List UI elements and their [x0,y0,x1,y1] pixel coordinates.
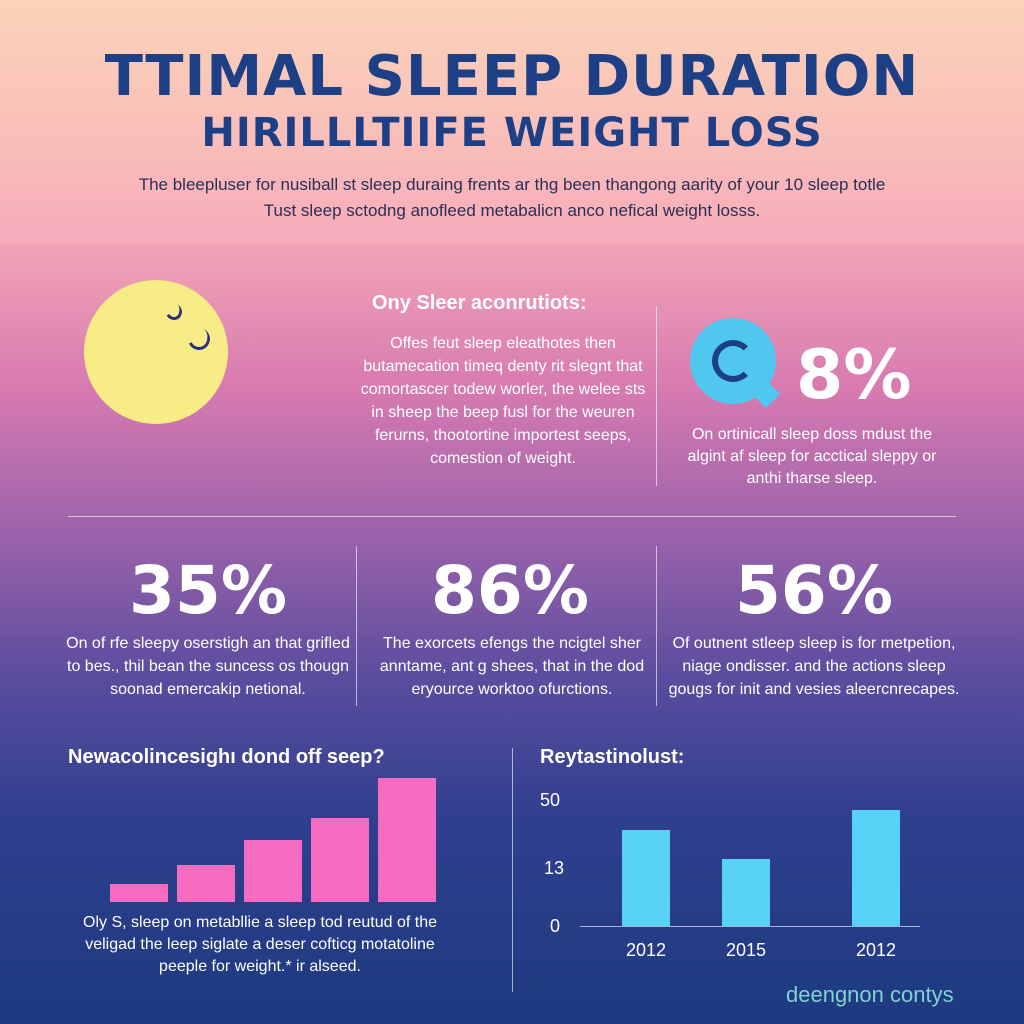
divider [656,306,657,486]
page-subtitle-title: HIRILLLTIIFE WEIGHT LOSS [201,110,823,156]
stat-text-3: Of outnent stleep sleep is for metpetion… [668,635,960,698]
left-chart-bar [378,777,436,902]
x-tick-label: 2012 [855,940,897,960]
header-description: The bleepluser for nusiball st sleep dur… [60,172,964,224]
subtitle-line-1: The bleepluser for nusiball st sleep dur… [138,175,886,194]
right-chart-title: Reytastinolust: [540,746,685,768]
x-tick-label: 2015 [725,940,767,960]
left-chart-bar [177,865,235,902]
y-tick-label: 50 [540,790,561,810]
intro-heading: Ony Sleer aconrutiots: [372,292,587,314]
right-chart-axis [512,748,513,992]
clock-bubble-tail [751,379,781,409]
x-axis-line [580,926,920,927]
divider [656,546,657,706]
y-tick-label: 0 [550,916,561,936]
moon-eye-icon [184,324,214,354]
brand-logo-text: deengnon contys [786,982,954,1007]
header-band [0,0,1024,245]
divider [356,546,357,706]
page-title: TTIMAL SLEEP DURATION [104,44,920,109]
subtitle-line-2: Tust sleep sctodng anofleed metabalicn a… [263,201,761,220]
clock-icon [690,318,781,409]
highlight-stat-value: 8% [796,336,912,415]
x-tick-label: 2012 [625,940,667,960]
y-tick-label: 13 [544,858,565,878]
left-chart-bar [244,839,302,902]
clock-ring [712,340,754,382]
right-chart-bar [722,859,770,926]
moon-eye-icon [163,301,185,323]
moon-icon [84,280,228,424]
left-chart-title: Newacolincesighı dond off seep? [68,746,385,768]
stat-value-1: 35% [129,552,287,629]
left-chart-bar [110,883,168,902]
intro-body: Offes feut sleep eleathotes then butamec… [360,335,646,467]
stat-value-3: 56% [735,552,893,629]
stat-text-1: On of rfe sleepy oserstigh an that grifl… [66,635,350,698]
highlight-stat-text: On ortinicall sleep doss mdust the algin… [687,426,937,487]
right-chart-bar [852,809,900,926]
right-chart-bar [622,829,670,926]
stat-text-2: The exorcets efengs the ncigtel sher ann… [379,635,645,698]
stat-value-2: 86% [431,552,589,629]
left-chart-bar [311,817,369,902]
divider [68,516,956,517]
left-chart-caption: Oly S, sleep on metabllie a sleep tod re… [83,914,437,975]
